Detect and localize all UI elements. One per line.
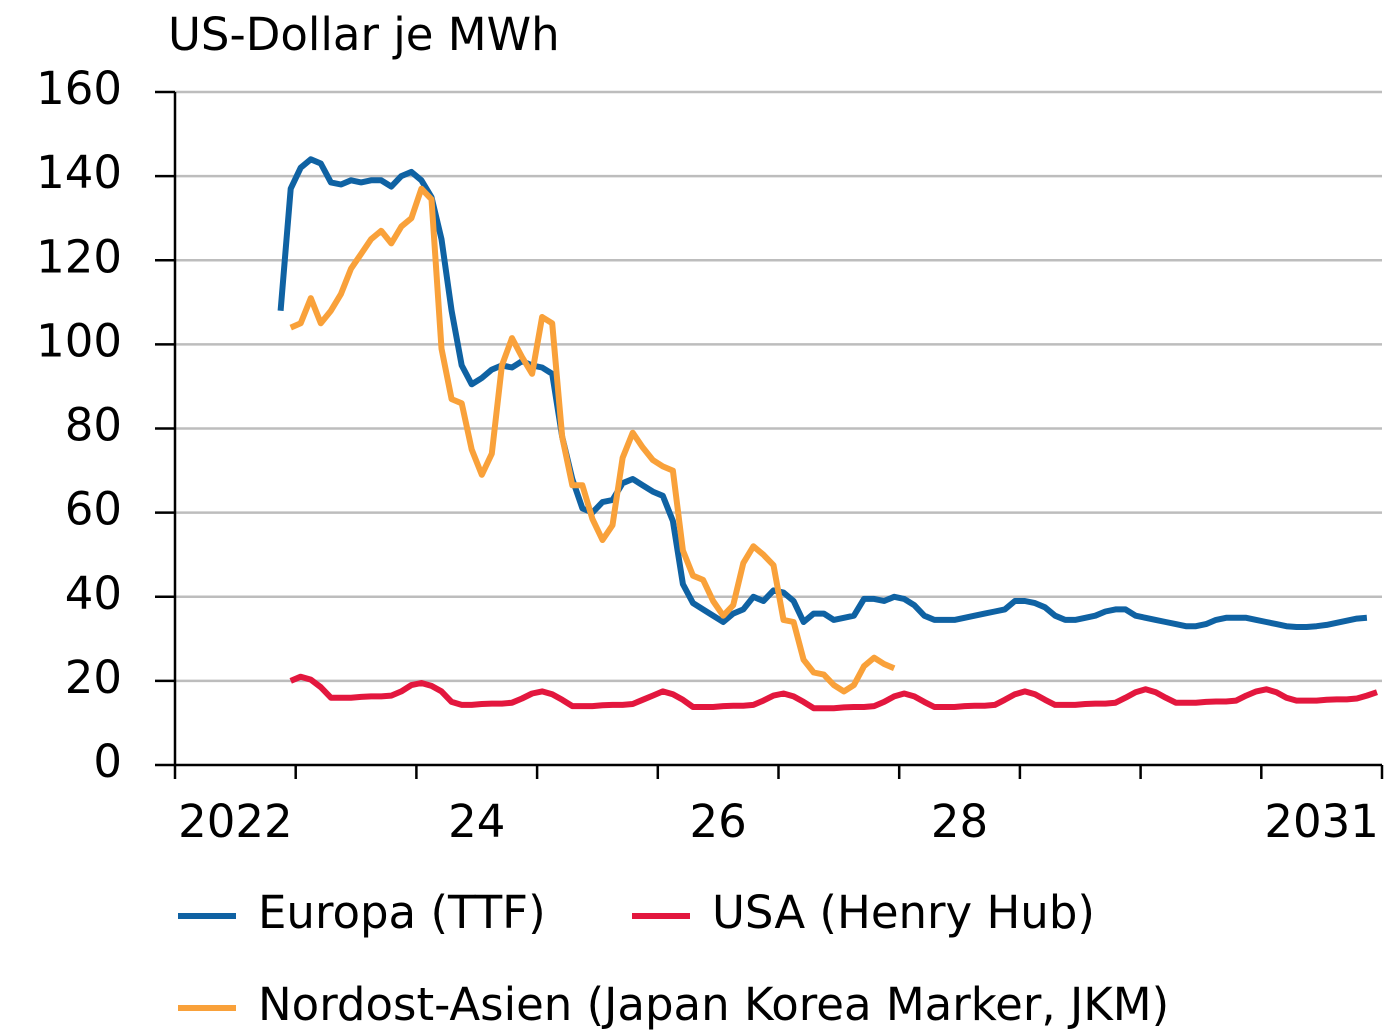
axis-title: US-Dollar je MWh bbox=[168, 8, 560, 61]
x-tick-label: 26 bbox=[690, 795, 747, 848]
y-tick-label: 140 bbox=[36, 146, 122, 199]
legend-label: Europa (TTF) bbox=[258, 886, 546, 939]
legend-label: Nordost-Asien (Japan Korea Marker, JKM) bbox=[258, 978, 1169, 1031]
x-tick-label: 2022 bbox=[178, 795, 293, 848]
legend-label: USA (Henry Hub) bbox=[712, 886, 1095, 939]
x-tick-label: 2031 bbox=[1264, 795, 1379, 848]
y-tick-label: 100 bbox=[36, 314, 122, 367]
y-tick-label: 160 bbox=[36, 62, 122, 115]
y-tick-label: 40 bbox=[65, 567, 122, 620]
y-tick-label: 20 bbox=[65, 651, 122, 704]
y-tick-label: 80 bbox=[65, 399, 122, 452]
series-line bbox=[277, 156, 1368, 630]
y-tick-label: 60 bbox=[65, 483, 122, 536]
x-tick-label: 28 bbox=[931, 795, 988, 848]
y-tick-label: 0 bbox=[93, 735, 122, 788]
series-line bbox=[289, 185, 896, 695]
x-tick-label: 24 bbox=[448, 795, 505, 848]
y-tick-label: 120 bbox=[36, 230, 122, 283]
series-line bbox=[289, 673, 1378, 712]
